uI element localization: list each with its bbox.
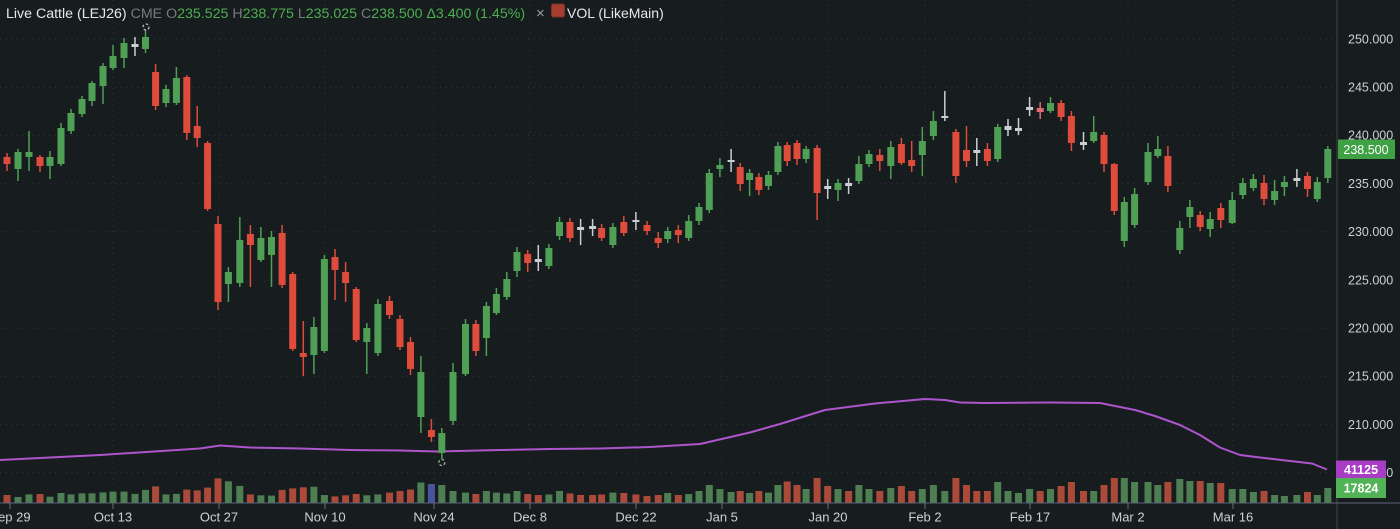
svg-text:230.000: 230.000 [1348,225,1393,239]
svg-text:220.000: 220.000 [1348,322,1393,336]
svg-text:Dec 8: Dec 8 [513,510,547,525]
svg-text:Sep 29: Sep 29 [0,510,31,525]
svg-text:Oct 13: Oct 13 [94,510,132,525]
svg-text:250.000: 250.000 [1348,32,1393,46]
svg-text:Feb 2: Feb 2 [908,510,941,525]
svg-text:Mar 16: Mar 16 [1213,510,1253,525]
svg-text:Jan 20: Jan 20 [808,510,847,525]
svg-text:Nov 10: Nov 10 [304,510,345,525]
svg-text:17824: 17824 [1344,482,1379,496]
svg-text:Dec 22: Dec 22 [615,510,656,525]
svg-text:Jan 5: Jan 5 [706,510,738,525]
svg-text:238.500: 238.500 [1343,143,1388,157]
svg-text:235.000: 235.000 [1348,177,1393,191]
svg-text:Mar 2: Mar 2 [1111,510,1144,525]
svg-text:245.000: 245.000 [1348,81,1393,95]
svg-text:240.000: 240.000 [1348,129,1393,143]
svg-text:215.000: 215.000 [1348,370,1393,384]
svg-text:41125: 41125 [1344,463,1378,477]
svg-text:Nov 24: Nov 24 [413,510,454,525]
svg-text:×: × [536,5,545,22]
svg-text:Live Cattle (LEJ26) CME O235.5: Live Cattle (LEJ26) CME O235.525 H238.77… [6,6,525,22]
svg-text:210.000: 210.000 [1348,418,1393,432]
svg-text:Oct 27: Oct 27 [200,510,238,525]
svg-text:VOL (LikeMain): VOL (LikeMain) [567,5,664,21]
svg-text:Feb 17: Feb 17 [1010,510,1050,525]
svg-text:225.000: 225.000 [1348,273,1393,287]
